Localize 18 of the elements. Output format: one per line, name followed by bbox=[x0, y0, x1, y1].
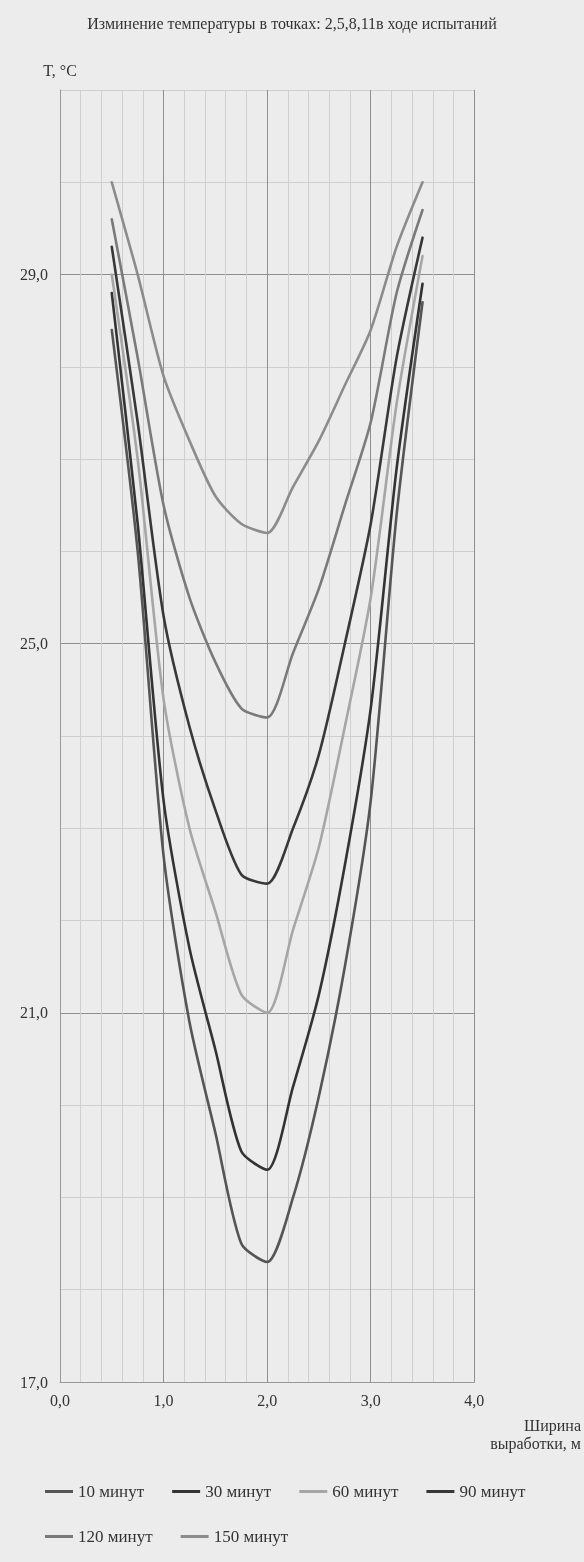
chart-title: Изминение температуры в точках: 2,5,8,11в ходе испытаний bbox=[87, 14, 498, 33]
x-tick-label: 4,0 bbox=[464, 1391, 485, 1409]
x-axis-title: Ширина выработки, м bbox=[490, 1416, 581, 1453]
y-tick-label: 21,0 bbox=[20, 1004, 48, 1022]
y-tick-label: 17,0 bbox=[20, 1373, 48, 1391]
y-axis-title: T, °C bbox=[43, 61, 77, 79]
legend-label: 150 минут bbox=[213, 1527, 289, 1546]
x-tick-label: 2,0 bbox=[257, 1391, 278, 1409]
y-tick-label: 29,0 bbox=[20, 266, 48, 284]
legend-label: 10 минут bbox=[78, 1482, 145, 1501]
legend-label: 120 минут bbox=[78, 1527, 154, 1546]
x-tick-label: 1,0 bbox=[153, 1391, 174, 1409]
x-tick-label: 0,0 bbox=[50, 1391, 70, 1409]
y-tick-label: 25,0 bbox=[20, 635, 48, 653]
legend-label: 90 минут bbox=[459, 1482, 527, 1501]
legend-label: 30 минут bbox=[205, 1482, 272, 1501]
legend-label: 60 минут bbox=[332, 1482, 399, 1501]
x-tick-label: 3,0 bbox=[360, 1391, 381, 1409]
